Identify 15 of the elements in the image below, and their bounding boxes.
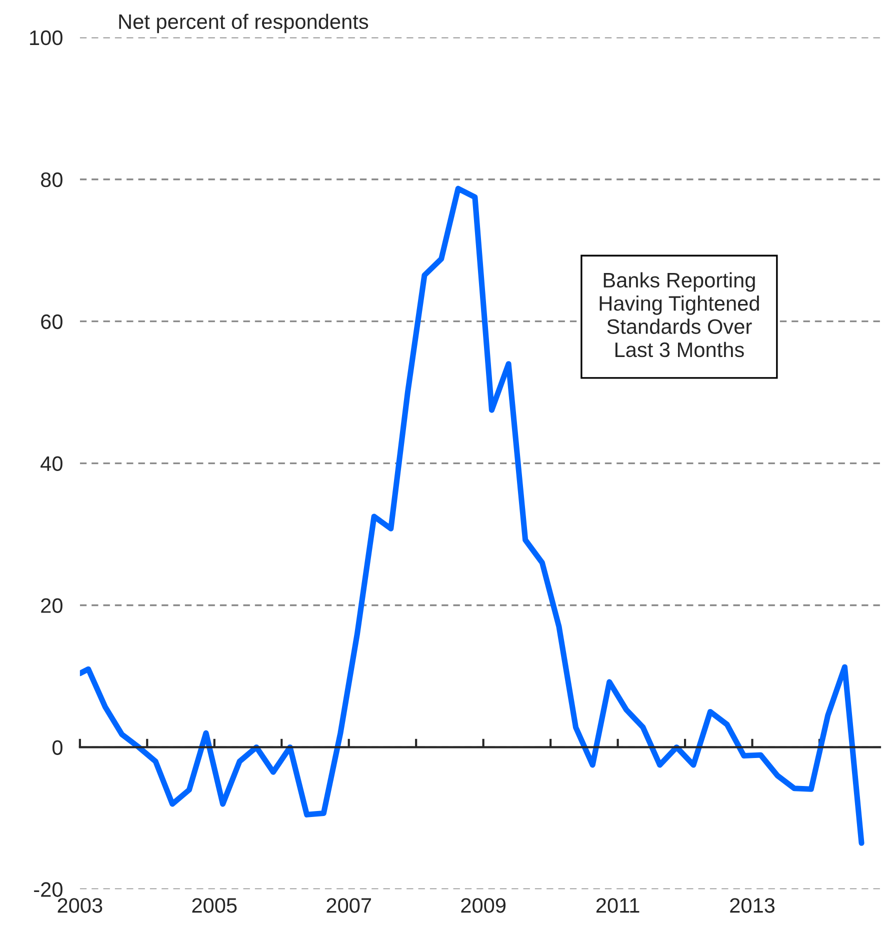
annotation: Banks Reporting Having Tightened Standards Over Last 3 Months — [600, 272, 759, 358]
y-tick-label: -20 — [34, 882, 62, 897]
y-tick-label: 40 — [40, 456, 62, 472]
x-tick-label: 2009 — [461, 898, 506, 913]
x-tick-label: 2011 — [596, 898, 640, 913]
y-tick-label: 60 — [41, 314, 62, 330]
x-tick-label: 2007 — [326, 898, 371, 913]
y-tick-label: 100 — [30, 30, 62, 46]
x-tick-label: 2005 — [192, 898, 237, 913]
y-tick-label: 0 — [52, 740, 62, 755]
x-tick-label: 2003 — [58, 898, 102, 913]
y-tick-label: 20 — [41, 598, 62, 614]
y-tick-label: 80 — [40, 172, 62, 188]
x-tick-label: 2013 — [730, 898, 775, 913]
y-axis-title: Net percent of respondents — [119, 14, 368, 34]
